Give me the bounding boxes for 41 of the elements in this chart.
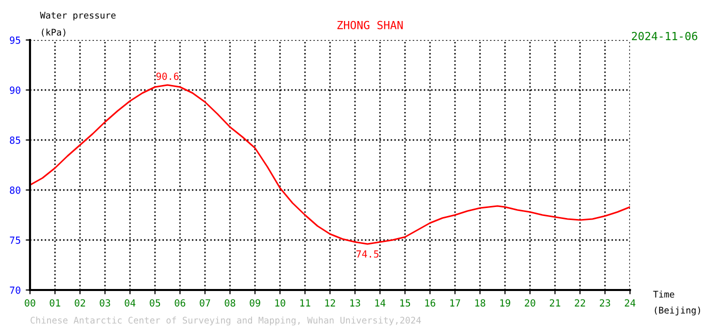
y-tick-label: 80: [10, 186, 20, 194]
text: 2024-11-06: [632, 32, 698, 40]
x-tick-label: 02: [74, 299, 86, 307]
x-tick-label: 20: [524, 299, 536, 307]
x-tick-label: 00: [24, 299, 36, 307]
x-tick-label: 17: [450, 299, 460, 306]
y-tick-label: 90: [10, 86, 20, 94]
text: Chinese Antarctic Center of Surveying and Mapping, Wuhan University,2024: [30, 316, 421, 326]
y-tick-label: 95: [10, 36, 20, 44]
x-tick-label: 08: [224, 299, 236, 307]
x-tick-label: 13: [350, 299, 360, 307]
y-tick-label: 85: [10, 136, 20, 144]
x-tick-label: 14: [375, 299, 386, 306]
x-tick-label: 09: [250, 299, 260, 307]
x-tick-label: 21: [550, 299, 560, 306]
y-tick-label: 70: [10, 286, 20, 294]
x-axis-title: Time: [653, 290, 674, 298]
text: (Beijing): [654, 306, 700, 316]
x-tick-label: 16: [425, 299, 436, 307]
y-tick-label: 75: [10, 236, 20, 244]
x-tick-label: 24: [624, 299, 636, 306]
x-tick-label: 23: [600, 299, 610, 307]
x-tick-label: 15: [400, 299, 410, 307]
x-tick-label: 01: [50, 299, 60, 307]
x-tick-label: 07: [200, 299, 210, 307]
x-tick-label: 03: [100, 299, 110, 307]
annotation: 74.5: [356, 250, 378, 258]
x-tick-label: 05: [150, 299, 160, 307]
x-tick-label: 19: [500, 299, 510, 307]
x-tick-label: 10: [275, 299, 286, 307]
annotation: 90.6: [156, 72, 179, 80]
line-series: [30, 84, 630, 245]
chart-title: ZHONG SHAN: [337, 20, 403, 30]
x-tick-label: 11: [300, 299, 310, 306]
x-tick-label: 12: [325, 299, 336, 306]
x-tick-label: 22: [574, 299, 586, 306]
x-tick-label: 04: [124, 299, 136, 307]
x-tick-label: 06: [174, 299, 186, 307]
y-axis-title: Water pressure: [40, 12, 116, 20]
text: (kPa): [42, 28, 66, 37]
x-tick-label: 18: [475, 299, 486, 307]
